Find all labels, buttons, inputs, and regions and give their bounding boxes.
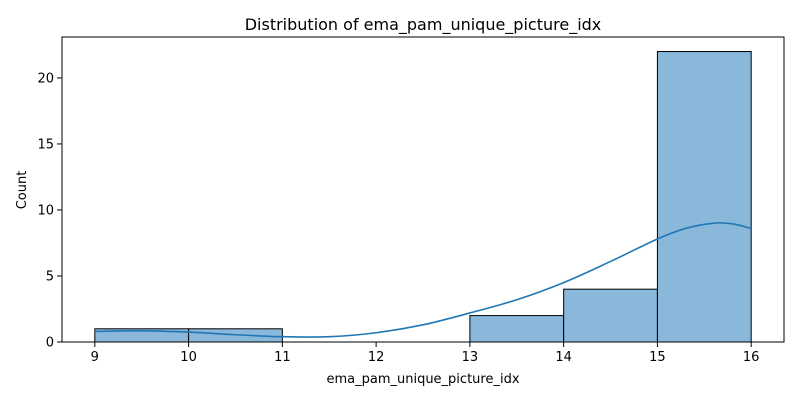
y-tick-label: 20 xyxy=(37,71,54,86)
y-tick-label: 0 xyxy=(46,336,54,351)
x-tick-label: 13 xyxy=(462,350,479,365)
plot-area xyxy=(61,36,785,343)
kde-line xyxy=(94,222,752,338)
y-tick-label: 15 xyxy=(37,137,54,152)
y-axis-ticks: 0 5 10 15 20 xyxy=(37,71,62,351)
x-tick-label: 14 xyxy=(555,350,572,365)
chart-title: Distribution of ema_pam_unique_picture_i… xyxy=(245,15,602,35)
y-tick-label: 10 xyxy=(37,203,54,218)
x-axis-ticks: 9 10 11 12 13 14 15 16 xyxy=(91,342,760,365)
x-axis-label: ema_pam_unique_picture_idx xyxy=(326,372,519,387)
y-tick-label: 5 xyxy=(46,269,54,284)
x-tick-label: 16 xyxy=(743,350,760,365)
x-tick-label: 15 xyxy=(649,350,666,365)
x-tick-label: 12 xyxy=(368,350,385,365)
histogram-bar-4 xyxy=(469,315,565,343)
y-axis-label: Count xyxy=(15,171,30,210)
axes-frame xyxy=(61,36,785,343)
x-tick-label: 11 xyxy=(274,350,291,365)
histogram-bar-5 xyxy=(563,288,658,343)
x-tick-label: 10 xyxy=(180,350,197,365)
x-tick-label: 9 xyxy=(91,350,99,365)
histogram-bar-6 xyxy=(656,51,752,343)
